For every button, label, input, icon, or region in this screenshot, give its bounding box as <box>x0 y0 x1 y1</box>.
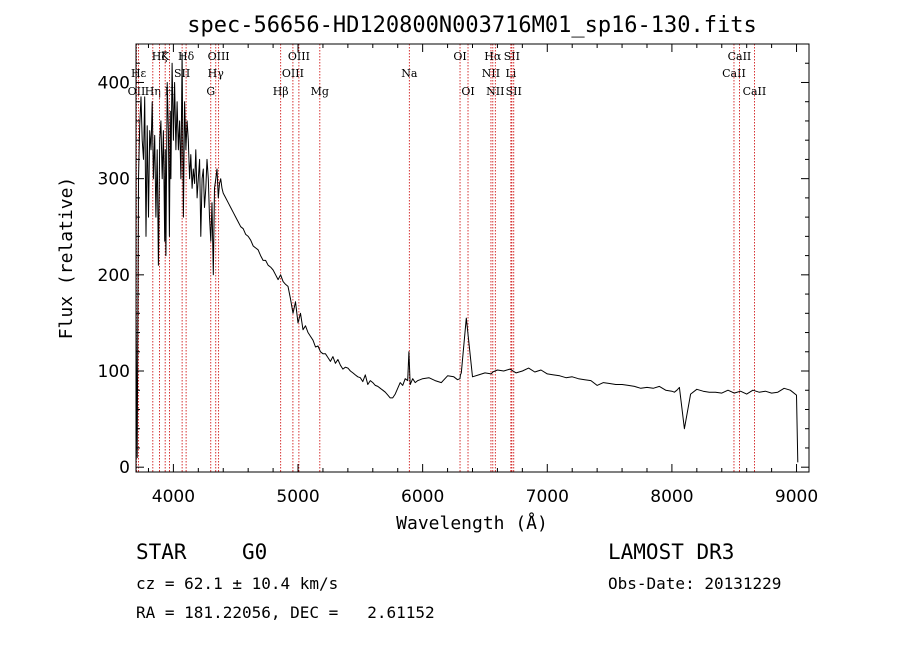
y-tick-label: 100 <box>98 362 130 382</box>
x-tick-label: 6000 <box>401 487 444 507</box>
x-tick-label: 8000 <box>650 487 693 507</box>
object-subclass: G0 <box>242 540 268 564</box>
line-marker-label: Na <box>401 67 418 80</box>
line-marker-label: G <box>206 85 215 98</box>
x-axis-label: Wavelength (Å) <box>396 512 548 534</box>
survey-name: LAMOST DR3 <box>608 540 735 564</box>
coordinates: RA = 181.22056, DEC = 2.61152 <box>136 603 435 622</box>
line-marker-label: Hδ <box>178 50 195 63</box>
x-tick-label: 4000 <box>152 487 195 507</box>
line-marker-label: OI <box>461 85 474 98</box>
line-marker-label: OI <box>453 50 466 63</box>
line-marker-label: Hζ <box>152 50 168 63</box>
line-marker-label: OIII <box>288 50 310 63</box>
line-markers-layer: OIIHεHηHζKHSIIHδGHγOIIIHβOIIIOIIIMgNaOIO… <box>128 44 767 472</box>
line-marker-label: Hβ <box>273 85 289 98</box>
line-marker-label: Hα <box>484 50 502 63</box>
line-marker-label: SII <box>504 50 520 63</box>
line-marker-label: Hγ <box>208 67 225 80</box>
x-tick-label: 5000 <box>276 487 319 507</box>
plot-frame <box>135 43 810 473</box>
line-marker-label: Hη <box>145 85 161 98</box>
redshift-velocity: cz = 62.1 ± 10.4 km/s <box>136 574 339 593</box>
line-marker-label: CaII <box>728 50 752 63</box>
chart-title: spec-56656-HD120800N003716M01_sp16-130.f… <box>187 13 757 38</box>
y-tick-label: 300 <box>98 170 130 190</box>
line-marker-label: Hε <box>131 67 147 80</box>
line-marker-label: CaII <box>722 67 746 80</box>
series-line-spectrum <box>135 53 799 463</box>
line-marker-label: Li <box>505 67 516 80</box>
x-tick-label: 7000 <box>526 487 569 507</box>
line-marker-label: NII <box>486 85 504 98</box>
y-tick-label: 200 <box>98 266 130 286</box>
line-marker-label: OIII <box>208 50 230 63</box>
observation-date: Obs-Date: 20131229 <box>608 574 782 593</box>
y-tick-label: 400 <box>98 73 130 93</box>
line-marker-label: CaII <box>743 85 767 98</box>
series-layer <box>135 53 799 463</box>
line-marker-label: Mg <box>311 85 329 98</box>
object-class: STAR <box>136 540 187 564</box>
line-marker-label: OIII <box>282 67 304 80</box>
x-tick-label: 9000 <box>775 487 818 507</box>
y-tick-label: 0 <box>119 458 130 478</box>
y-axis-label: Flux (relative) <box>56 177 77 340</box>
ticks-layer: 4000 5000 6000 7000 8000 9000 0 100 200 300 400 <box>98 43 818 507</box>
line-marker-label: H <box>165 85 175 98</box>
line-marker-label: SII <box>506 85 522 98</box>
line-marker-label: K <box>161 50 170 63</box>
line-marker-label: NII <box>482 67 500 80</box>
